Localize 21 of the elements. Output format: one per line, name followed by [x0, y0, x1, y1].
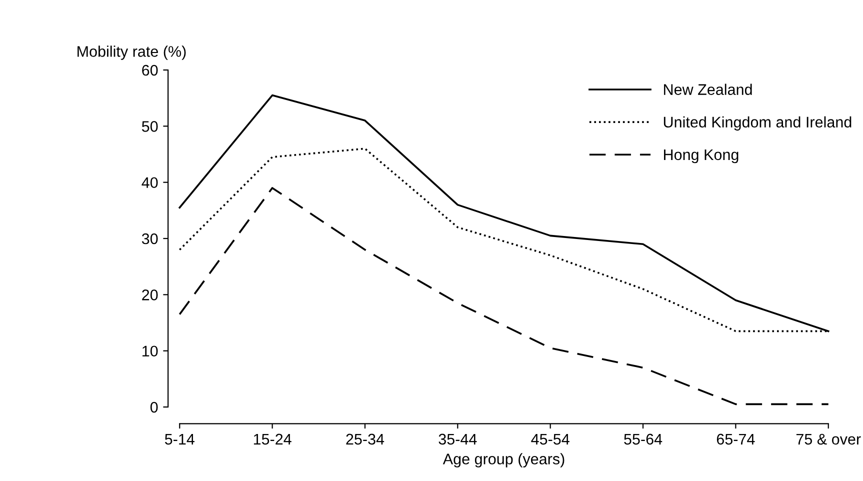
x-tick-label: 45-54 [531, 434, 570, 445]
y-tick-label: 40 [142, 177, 158, 188]
x-axis-title: Age group (years) [442, 453, 564, 468]
legend-label: United Kingdom and Ireland [664, 116, 852, 131]
x-tick-label: 55-64 [624, 434, 662, 445]
x-tick-label: 15-24 [254, 434, 292, 445]
y-tick-label: 50 [142, 121, 158, 132]
x-tick-label: 65-74 [716, 434, 755, 445]
x-tick-label: 5-14 [164, 434, 194, 445]
x-tick-label: 25-34 [346, 434, 384, 445]
y-tick-label: 30 [142, 233, 158, 244]
y-axis-title: Mobility rate (%) [78, 46, 186, 60]
y-tick-label: 60 [142, 64, 158, 76]
y-tick-label: 10 [142, 346, 158, 357]
line-series [178, 187, 830, 406]
legend-label: Hong Kong [664, 149, 738, 164]
legend-label: New Zealand [664, 84, 752, 95]
y-tick-label: 20 [142, 290, 158, 300]
y-tick-label: 0 [150, 402, 158, 413]
x-tick-label: 35-44 [438, 434, 477, 445]
x-tick-label: 75 & over [796, 434, 861, 445]
